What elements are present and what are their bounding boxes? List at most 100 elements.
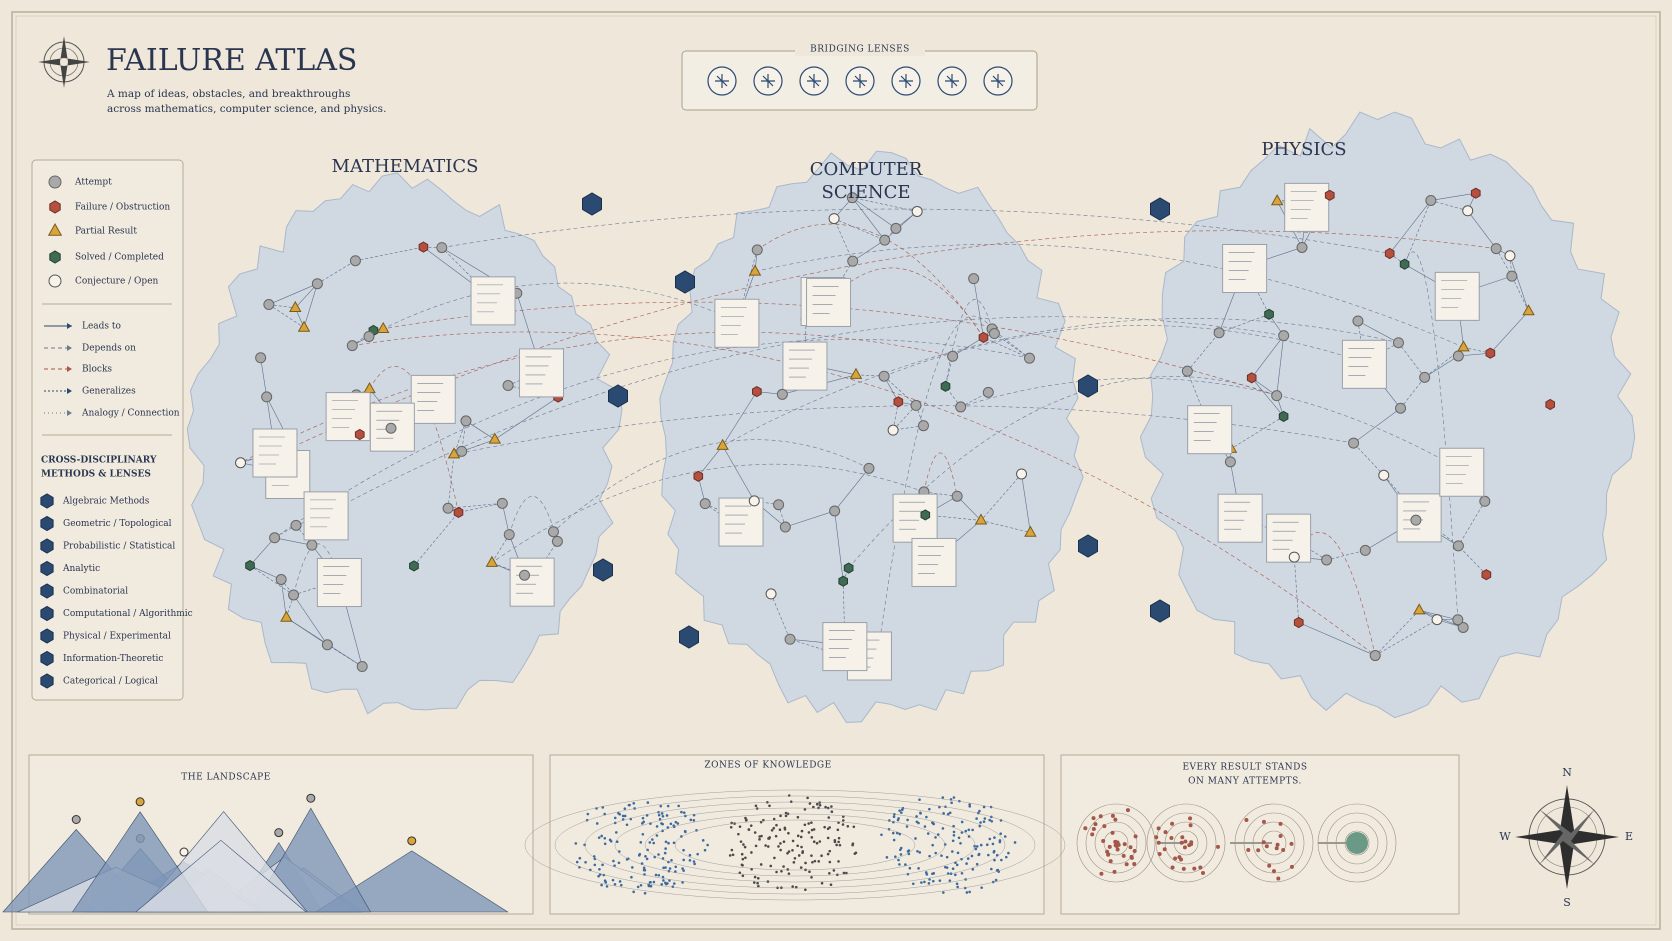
zone-dot xyxy=(639,883,643,887)
note-card xyxy=(1284,182,1330,232)
edge xyxy=(268,304,296,309)
zone-dot xyxy=(813,859,817,863)
edge xyxy=(249,537,275,566)
attempt-node xyxy=(346,340,358,352)
partial-node xyxy=(376,321,390,333)
conjecture-node xyxy=(48,274,62,288)
attempt-node xyxy=(1452,350,1464,362)
note-card xyxy=(822,622,868,672)
zone-dot xyxy=(820,881,824,885)
conjecture-node xyxy=(1462,205,1474,217)
method-node xyxy=(40,493,54,509)
region-labels: MATHEMATICS COMPUTER SCIENCE PHYSICS xyxy=(332,139,1347,203)
edge xyxy=(1424,347,1464,378)
edge xyxy=(249,565,294,596)
result-dot xyxy=(1278,821,1283,826)
result-dot xyxy=(1169,836,1174,841)
zone-dot xyxy=(792,861,796,864)
zone-dot xyxy=(646,801,650,804)
zone-dot xyxy=(648,841,652,844)
zone-orbit xyxy=(584,801,1006,889)
zone-dot xyxy=(574,842,578,845)
note-card xyxy=(806,277,852,327)
zone-dot xyxy=(918,798,921,801)
compass-e: E xyxy=(1625,830,1633,843)
edge xyxy=(293,580,340,596)
attempt-node xyxy=(878,370,890,382)
result-dot xyxy=(1112,869,1117,874)
partial-node xyxy=(1412,603,1426,615)
zone-dot xyxy=(944,865,947,869)
zone-dot xyxy=(688,859,692,862)
region xyxy=(659,150,1084,724)
zone-dot xyxy=(977,853,981,857)
failure-node xyxy=(1470,187,1481,199)
zone-dot xyxy=(743,845,747,849)
edge xyxy=(1353,407,1401,444)
zone-dot xyxy=(894,855,897,858)
attempt-node xyxy=(442,502,454,514)
zone-dot xyxy=(955,863,959,867)
zone-dot xyxy=(730,848,734,852)
result-dot xyxy=(1133,834,1138,839)
failure-node xyxy=(1293,616,1304,629)
zone-orbit xyxy=(524,789,1066,901)
zone-dot xyxy=(826,836,830,840)
edge xyxy=(828,261,853,301)
zone-dot xyxy=(682,869,685,872)
zone-dot xyxy=(681,881,684,884)
zone-dot xyxy=(753,831,757,834)
zone-dot xyxy=(601,806,605,809)
attempt-node xyxy=(951,490,963,502)
edge xyxy=(833,218,885,241)
zone-dot xyxy=(932,822,936,826)
edge xyxy=(355,246,424,262)
zone-dot xyxy=(741,857,745,861)
lens-glyph xyxy=(899,74,913,88)
zone-dot xyxy=(837,821,840,824)
conjecture-node xyxy=(1504,250,1516,262)
lens-glyph xyxy=(761,74,775,88)
attempt-node xyxy=(1023,352,1035,364)
zone-dot xyxy=(982,805,986,809)
method-label: Physical / Experimental xyxy=(63,632,171,642)
solved-node xyxy=(843,562,854,574)
long-edge xyxy=(553,439,870,532)
result-dot xyxy=(1093,822,1098,827)
zone-dot xyxy=(827,816,831,819)
zone-dot xyxy=(652,841,656,845)
attempt-node xyxy=(261,391,273,403)
zone-dot xyxy=(830,805,833,808)
zone-dot xyxy=(657,813,661,817)
zone-dot xyxy=(784,811,788,815)
zone-dot xyxy=(623,807,627,810)
edge xyxy=(1404,200,1432,265)
failure-node xyxy=(453,506,464,518)
edge xyxy=(1398,342,1425,378)
attempt-node xyxy=(1348,437,1360,449)
zone-dot xyxy=(934,851,938,855)
attempt-node xyxy=(1425,194,1437,206)
zone-dot xyxy=(811,860,814,864)
attempt-node xyxy=(503,529,515,541)
zone-dot xyxy=(742,843,745,846)
methods-title: METHODS & LENSES xyxy=(41,470,151,480)
edge xyxy=(698,445,723,477)
partial-node xyxy=(1270,194,1284,206)
edge xyxy=(722,391,758,446)
note-card xyxy=(714,298,760,348)
zone-dot xyxy=(836,828,840,832)
zone-dot xyxy=(778,828,782,832)
edge xyxy=(834,510,844,582)
lens-title: BRIDGING LENSES xyxy=(810,45,910,55)
zone-dot xyxy=(603,812,606,816)
failure-node xyxy=(1481,569,1492,581)
zone-dot xyxy=(906,850,910,853)
zone-dot xyxy=(810,875,813,879)
zone-dot xyxy=(661,814,665,818)
edge xyxy=(980,520,1031,533)
edge xyxy=(1251,377,1284,417)
note-card xyxy=(1341,339,1387,389)
zone-dot xyxy=(925,815,928,819)
zone-dot xyxy=(759,820,763,824)
